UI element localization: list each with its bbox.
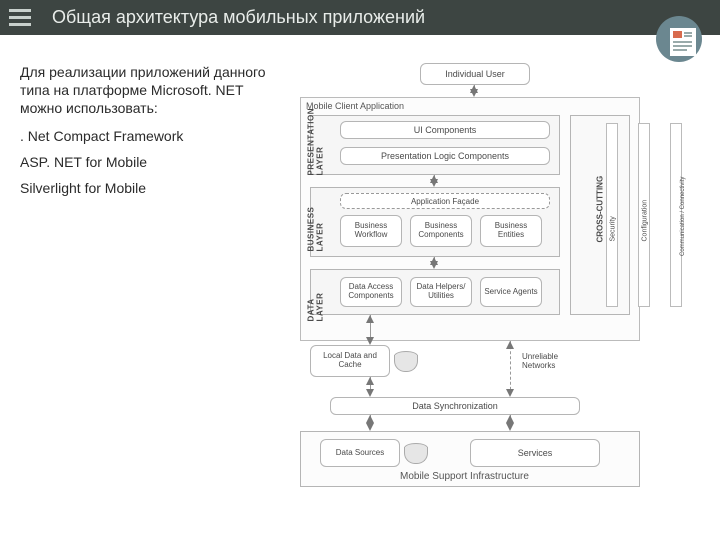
node-biz-entities: Business Entities <box>480 215 542 247</box>
node-service-agents: Service Agents <box>480 277 542 307</box>
label-crosscutting: CROSS-CUTTING <box>596 183 605 243</box>
tech-item-2: ASP. NET for Mobile <box>20 154 280 170</box>
label-unreliable: Unreliable Networks <box>522 353 582 371</box>
node-local-cache: Local Data and Cache <box>310 345 390 377</box>
architecture-diagram: Individual User Mobile Client Applicatio… <box>290 63 690 523</box>
tech-item-1: . Net Compact Framework <box>20 128 280 144</box>
document-icon <box>656 16 702 62</box>
node-presentation-logic: Presentation Logic Components <box>340 147 550 165</box>
label-client-app: Mobile Client Application <box>306 101 404 111</box>
label-presentation: PRESENTATION LAYER <box>307 121 325 176</box>
tech-item-3: Silverlight for Mobile <box>20 180 280 196</box>
node-data-access: Data Access Components <box>340 277 402 307</box>
cylinder-icon-sources <box>404 443 426 463</box>
node-data-sync: Data Synchronization <box>330 397 580 415</box>
node-user: Individual User <box>420 63 530 85</box>
node-services: Services <box>470 439 600 467</box>
menu-icon[interactable] <box>0 0 40 35</box>
label-infrastructure: Mobile Support Infrastructure <box>400 471 529 482</box>
label-business: BUSINESS LAYER <box>307 197 325 252</box>
label-cc-comm: Communication / Connectivity <box>680 166 686 256</box>
text-column: Для реализации приложений данного типа н… <box>20 63 280 523</box>
node-ui-components: UI Components <box>340 121 550 139</box>
node-app-facade: Application Façade <box>340 193 550 209</box>
slide-header: Общая архитектура мобильных приложений <box>0 0 720 35</box>
slide-title: Общая архитектура мобильных приложений <box>40 7 425 28</box>
node-biz-components: Business Components <box>410 215 472 247</box>
label-data: DATA LAYER <box>307 267 325 322</box>
node-data-helpers: Data Helpers/ Utilities <box>410 277 472 307</box>
cylinder-icon-cache <box>394 351 416 371</box>
intro-text: Для реализации приложений данного типа н… <box>20 63 280 118</box>
node-data-sources: Data Sources <box>320 439 400 467</box>
label-cc-config: Configuration <box>642 182 649 242</box>
node-biz-workflow: Business Workflow <box>340 215 402 247</box>
label-cc-security: Security <box>610 182 617 242</box>
